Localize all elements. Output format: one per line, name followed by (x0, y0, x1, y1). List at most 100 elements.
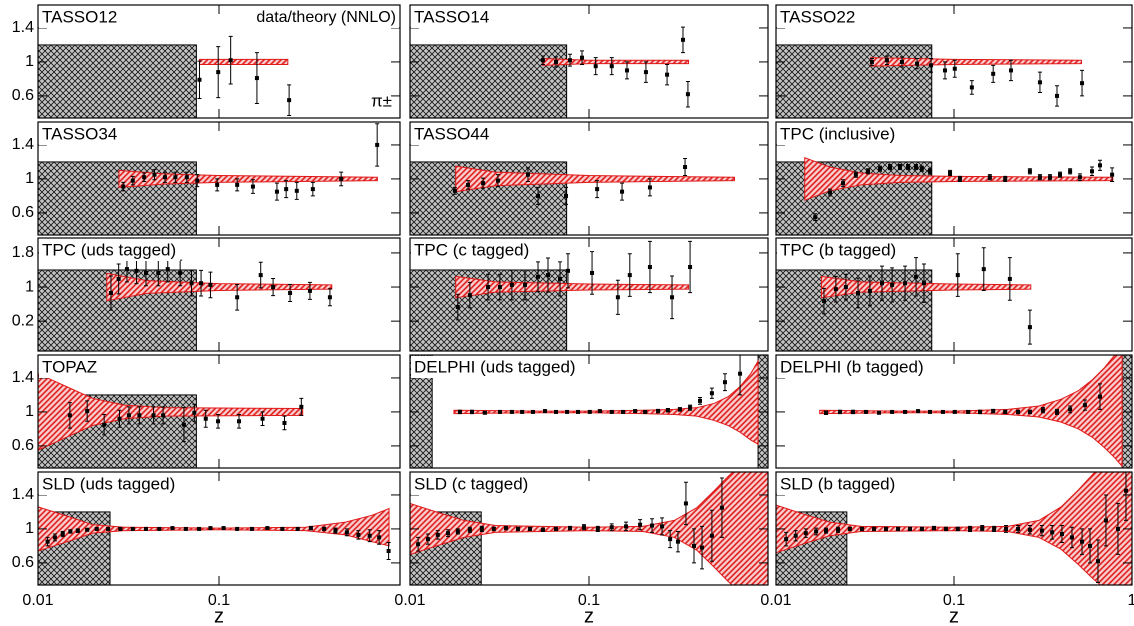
data-point (1016, 409, 1021, 414)
x-tick-label: 0.1 (578, 592, 600, 609)
x-tick-label: 0.1 (208, 592, 230, 609)
data-point (1080, 81, 1085, 86)
panel-title-background (411, 473, 533, 495)
data-point (1057, 172, 1062, 177)
data-point (869, 59, 874, 64)
data-point (151, 413, 156, 418)
data-point (553, 409, 558, 414)
data-point (520, 409, 525, 414)
data-point (258, 273, 263, 278)
annotation-background (252, 6, 399, 28)
data-point (170, 526, 175, 531)
data-point (955, 526, 960, 531)
panel-plot-area (38, 373, 304, 468)
data-point (152, 172, 157, 177)
data-point (903, 281, 908, 286)
data-point (670, 295, 675, 300)
data-point (558, 276, 563, 281)
data-point (181, 422, 186, 427)
data-point (486, 285, 491, 290)
data-point (853, 172, 858, 177)
data-point (271, 285, 276, 290)
data-point (647, 185, 652, 190)
data-point (310, 187, 315, 192)
data-point (859, 526, 864, 531)
data-point (106, 526, 111, 531)
data-point (683, 501, 688, 506)
data-point (647, 264, 652, 269)
data-point (668, 537, 673, 542)
panel-title: SLD (b tagged) (780, 474, 895, 493)
data-point (914, 274, 919, 279)
data-point (884, 526, 889, 531)
data-point (784, 537, 789, 542)
data-point (680, 37, 685, 42)
data-point (722, 380, 727, 385)
data-point (991, 409, 996, 414)
data-point (1007, 276, 1012, 281)
excluded-region (410, 44, 568, 118)
excluded-region (776, 44, 933, 118)
data-point (75, 528, 80, 533)
data-point (944, 526, 949, 531)
data-point (466, 182, 471, 187)
data-point (543, 409, 548, 414)
data-point (1027, 527, 1032, 532)
data-point (896, 526, 901, 531)
panel-title-background (411, 356, 580, 378)
panel-title: TASSO44 (414, 124, 489, 143)
data-point (597, 409, 602, 414)
data-point (455, 529, 460, 534)
data-point (228, 58, 233, 63)
x-axis-label: z (949, 605, 959, 626)
data-point (587, 409, 592, 414)
annotation: π± (371, 91, 392, 110)
data-point (948, 170, 953, 175)
data-point (509, 282, 514, 287)
data-point (890, 282, 895, 287)
panel-plot-area (38, 123, 380, 235)
x-axis-label: z (214, 605, 224, 626)
data-point (595, 526, 600, 531)
data-point (523, 282, 528, 287)
data-point (824, 528, 829, 533)
panel-title-background (39, 356, 102, 378)
data-point (189, 281, 194, 286)
data-point (609, 409, 614, 414)
data-point (863, 409, 868, 414)
data-point (580, 55, 585, 60)
panel-title-background (39, 473, 180, 495)
data-point (118, 526, 123, 531)
panel-title: TOPAZ (42, 357, 97, 376)
data-point (445, 531, 450, 536)
data-point (1088, 543, 1093, 548)
data-point (130, 526, 135, 531)
data-point (117, 416, 122, 421)
data-point (108, 291, 113, 296)
data-point (650, 523, 655, 528)
data-point (1027, 409, 1032, 414)
data-point (590, 270, 595, 275)
panel-plot-area (410, 26, 690, 118)
panel-title: TPC (c tagged) (414, 240, 529, 259)
data-point (688, 405, 693, 410)
data-point (719, 505, 724, 510)
data-point (908, 526, 913, 531)
data-point (1027, 325, 1032, 330)
data-point (843, 285, 848, 290)
data-point (633, 409, 638, 414)
data-point (980, 526, 985, 531)
data-point (615, 295, 620, 300)
data-point (621, 409, 626, 414)
data-point (237, 419, 242, 424)
data-point (295, 526, 300, 531)
panel-title: DELPHI (uds tagged) (414, 357, 576, 376)
data-point (685, 92, 690, 97)
data-point (564, 193, 569, 198)
data-point (85, 409, 90, 414)
data-point (467, 293, 472, 298)
data-point (929, 63, 934, 68)
data-point (416, 542, 421, 547)
data-point (841, 181, 846, 186)
